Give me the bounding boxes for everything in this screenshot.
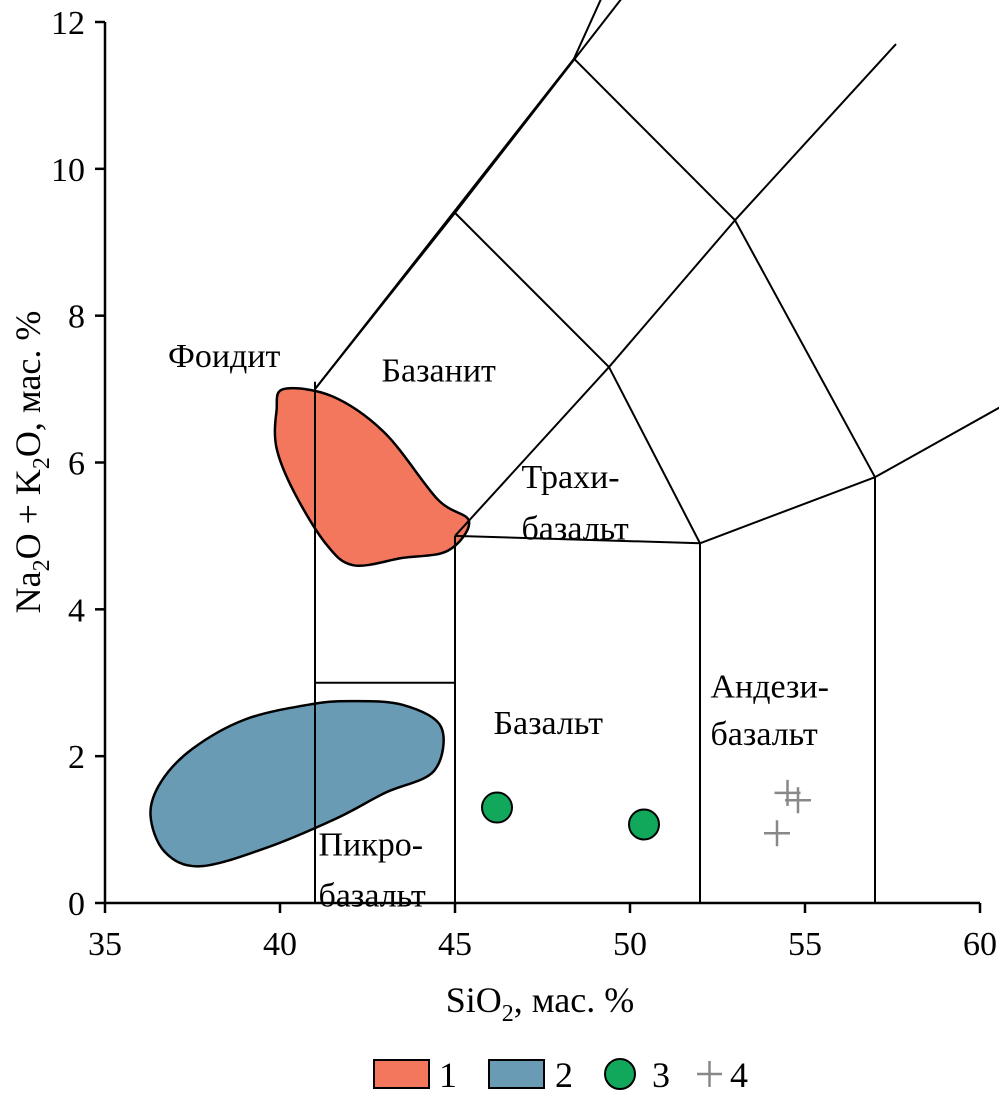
point-plus-4 <box>764 820 790 847</box>
point-circle-3 <box>481 791 513 824</box>
y-ticks: 0 2 4 6 8 10 12 <box>51 5 105 923</box>
boundary-line <box>573 58 736 221</box>
legend-label-1: 1 <box>439 1055 457 1095</box>
legend-swatch-field-1 <box>373 1059 430 1089</box>
y-tick-label: 2 <box>68 739 85 776</box>
y-axis-label-sub2: 2 <box>29 457 55 469</box>
field-label: базальт <box>319 878 426 915</box>
field-labels: Фоидит Базанит Трахи-базальт Базальт Андези-… <box>168 338 829 915</box>
legend-label-2: 2 <box>555 1055 573 1095</box>
data-points <box>481 779 811 847</box>
boundary-line <box>734 43 897 221</box>
boundary-line <box>608 219 736 368</box>
x-tick-label: 40 <box>263 926 297 963</box>
y-axis-label: Na2O + K2O, мас. % <box>8 311 55 614</box>
y-tick-label: 12 <box>51 5 85 42</box>
legend-label-4: 4 <box>730 1055 748 1095</box>
legend-label-3: 3 <box>652 1055 670 1095</box>
boundary-line <box>454 0 622 214</box>
legend-marker-plus-4 <box>697 1061 722 1087</box>
y-axis-label-sub1: 2 <box>29 559 55 571</box>
y-tick-label: 8 <box>68 299 85 336</box>
point-plus-4 <box>774 779 801 806</box>
boundary-line <box>454 366 610 537</box>
field-label: базальт <box>522 511 629 548</box>
y-axis-label-part3: O, мас. % <box>8 311 48 457</box>
field-label: Андези- <box>711 668 830 705</box>
boundary-line <box>699 476 876 545</box>
y-axis-label-part2: O + K <box>8 469 48 559</box>
field-label: Базанит <box>382 353 497 390</box>
point-plus-4 <box>785 787 811 814</box>
classification-boundaries <box>314 0 999 903</box>
boundary-line <box>734 219 876 478</box>
field-label: Фоидит <box>168 338 281 375</box>
y-axis-label-part1: Na <box>8 571 48 613</box>
y-tick-label: 4 <box>68 592 85 629</box>
field-label: Базальт <box>494 705 604 742</box>
x-ticks: 35 40 45 50 55 60 <box>88 903 997 963</box>
y-tick-label: 0 <box>68 886 85 923</box>
boundary-line <box>454 534 701 545</box>
boundary-line <box>573 0 602 60</box>
field-2 <box>149 699 445 868</box>
point-circle-3 <box>628 808 660 841</box>
x-axis-label-main: SiO <box>446 980 502 1020</box>
x-tick-label: 60 <box>963 926 997 963</box>
legend-swatch-field-2 <box>488 1059 545 1089</box>
y-tick-label: 6 <box>68 446 85 483</box>
x-axis-label-rest: , мас. % <box>514 980 634 1020</box>
field-label: Трахи- <box>522 459 620 496</box>
boundary-line <box>454 212 610 368</box>
field-1 <box>273 386 471 568</box>
x-tick-label: 50 <box>613 926 647 963</box>
y-tick-label: 10 <box>51 152 85 189</box>
boundary-line <box>608 366 701 544</box>
legend: 1 2 3 4 <box>373 1055 748 1095</box>
field-label: базальт <box>711 716 818 753</box>
boundary-line <box>874 406 999 479</box>
legend-marker-circle-3 <box>604 1058 636 1090</box>
x-tick-label: 55 <box>788 926 822 963</box>
field-label: Пикро- <box>319 826 424 863</box>
x-tick-label: 45 <box>438 926 472 963</box>
composition-fields <box>149 386 471 868</box>
x-axis-label-subscript: 2 <box>502 1001 514 1027</box>
x-axis-label: SiO2, мас. % <box>446 980 635 1027</box>
x-tick-label: 35 <box>88 926 122 963</box>
